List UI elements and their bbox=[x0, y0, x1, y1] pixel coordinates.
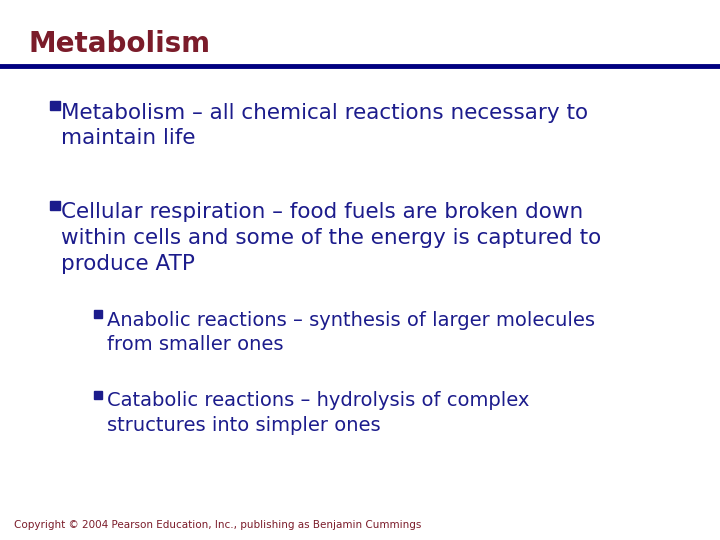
Text: Metabolism: Metabolism bbox=[29, 30, 211, 58]
FancyBboxPatch shape bbox=[50, 201, 60, 210]
Text: Metabolism – all chemical reactions necessary to
maintain life: Metabolism – all chemical reactions nece… bbox=[61, 103, 588, 148]
Text: Copyright © 2004 Pearson Education, Inc., publishing as Benjamin Cummings: Copyright © 2004 Pearson Education, Inc.… bbox=[14, 520, 422, 530]
Text: Catabolic reactions – hydrolysis of complex
structures into simpler ones: Catabolic reactions – hydrolysis of comp… bbox=[107, 392, 529, 435]
FancyBboxPatch shape bbox=[94, 391, 102, 399]
FancyBboxPatch shape bbox=[50, 101, 60, 110]
FancyBboxPatch shape bbox=[94, 310, 102, 318]
Text: Anabolic reactions – synthesis of larger molecules
from smaller ones: Anabolic reactions – synthesis of larger… bbox=[107, 310, 595, 354]
Text: Cellular respiration – food fuels are broken down
within cells and some of the e: Cellular respiration – food fuels are br… bbox=[61, 202, 601, 274]
